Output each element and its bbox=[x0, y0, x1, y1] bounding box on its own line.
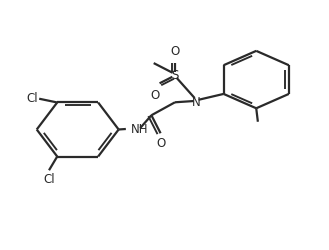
Text: O: O bbox=[151, 89, 160, 102]
Text: O: O bbox=[157, 137, 166, 150]
Text: O: O bbox=[170, 45, 180, 58]
Text: NH: NH bbox=[131, 123, 149, 136]
Text: N: N bbox=[192, 95, 201, 108]
Text: S: S bbox=[171, 69, 179, 82]
Text: Cl: Cl bbox=[43, 172, 55, 186]
Text: Cl: Cl bbox=[26, 92, 38, 105]
